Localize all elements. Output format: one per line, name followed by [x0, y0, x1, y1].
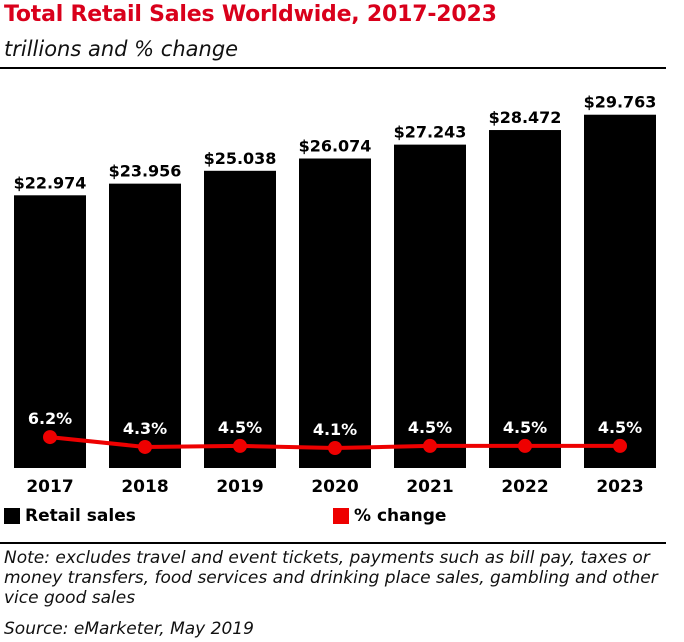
pct-change-label-2021: 4.5%: [408, 418, 452, 437]
legend-swatch-red: [333, 508, 349, 524]
legend-label-retail-sales: Retail sales: [25, 506, 136, 526]
pct-change-point-2017: [43, 430, 57, 445]
pct-change-point-2021: [423, 438, 437, 453]
x-tick-label-2020: 2020: [311, 477, 358, 497]
bar-2020: [299, 158, 371, 468]
x-tick-label-2019: 2019: [216, 477, 263, 497]
pct-change-label-2018: 4.3%: [123, 419, 167, 438]
bar-2023: [584, 114, 656, 468]
legend-swatch-black: [4, 508, 20, 524]
bar-value-label-2022: $28.472: [489, 108, 562, 127]
bar-2022: [489, 130, 561, 468]
bar-2017: [14, 195, 86, 468]
retail-sales-chart: $22.974 2017 $23.956 2018 $25.038 2019 $26.074…: [14, 93, 657, 497]
legend-pct-change: % change: [333, 506, 446, 526]
bar-value-label-2021: $27.243: [394, 123, 467, 142]
bar-value-label-2020: $26.074: [299, 137, 372, 156]
legend-label-pct-change: % change: [354, 506, 447, 526]
x-tick-label-2023: 2023: [596, 477, 643, 497]
pct-change-label-2017: 6.2%: [28, 409, 72, 428]
pct-change-point-2018: [138, 439, 152, 454]
pct-change-label-2020: 4.1%: [313, 420, 357, 439]
pct-change-point-2022: [518, 438, 532, 453]
source-citation: Source: eMarketer, May 2019: [4, 619, 254, 639]
bar-2019: [204, 170, 276, 468]
x-tick-label-2017: 2017: [26, 477, 73, 497]
pct-change-label-2022: 4.5%: [503, 418, 547, 437]
pct-change-point-2019: [233, 438, 247, 453]
bar-2018: [109, 183, 181, 468]
footer-divider: [0, 542, 666, 544]
x-tick-label-2018: 2018: [121, 477, 168, 497]
chart-title: Total Retail Sales Worldwide, 2017-2023: [4, 2, 497, 27]
bar-value-label-2018: $23.956: [109, 162, 182, 181]
pct-change-label-2023: 4.5%: [598, 418, 642, 437]
pct-change-point-2023: [613, 438, 627, 453]
bar-2021: [394, 144, 466, 468]
chart-subtitle: trillions and % change: [4, 37, 239, 61]
pct-change-point-2020: [328, 441, 342, 455]
x-tick-label-2021: 2021: [406, 477, 453, 497]
pct-change-label-2019: 4.5%: [218, 418, 262, 437]
header-divider: [0, 67, 666, 69]
legend-retail-sales: Retail sales: [4, 506, 136, 526]
bar-value-label-2019: $25.038: [204, 149, 277, 168]
bar-value-label-2017: $22.974: [14, 173, 87, 192]
footnote: Note: excludes travel and event tickets,…: [4, 548, 658, 608]
x-tick-label-2022: 2022: [501, 477, 548, 497]
bar-value-label-2023: $29.763: [584, 93, 657, 112]
